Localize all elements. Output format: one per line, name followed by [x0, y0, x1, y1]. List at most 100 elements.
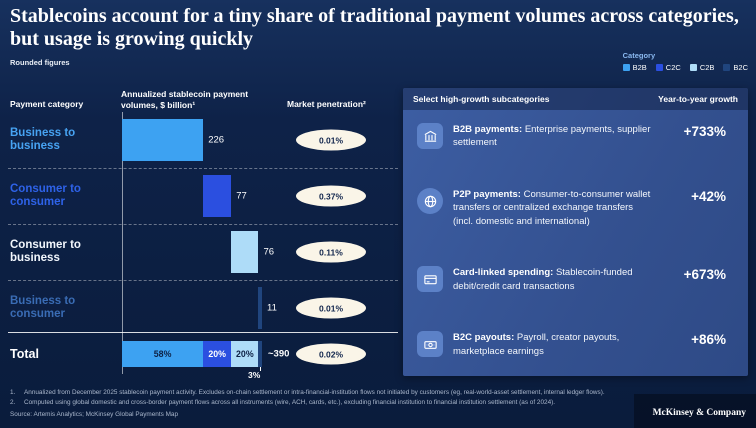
- rounded-figures-note: Rounded figures: [10, 58, 70, 67]
- total-segment-c2c: 20%: [203, 341, 232, 367]
- segment-callout-label: 3%: [248, 370, 261, 380]
- legend-label-c2b: C2B: [699, 63, 715, 72]
- panel-item-text: B2C payouts: Payroll, creator payouts, m…: [453, 331, 662, 358]
- table-row: Business to business 226 0.01%: [0, 112, 400, 168]
- panel-item-desc: Enterprise payments, supplier settlement: [453, 124, 651, 149]
- panel-header-right: Year-to-year growth: [658, 94, 738, 104]
- growth-value: +733%: [683, 124, 726, 139]
- panel-item-lead: B2C payouts:: [453, 332, 515, 344]
- legend-title: Category: [622, 51, 656, 60]
- legend-item-c2c: C2C: [655, 63, 681, 72]
- penetration-badge: 0.11%: [296, 241, 366, 263]
- panel-item-lead: Card-linked spending:: [453, 267, 554, 279]
- segment-callout-tick: [260, 367, 261, 371]
- panel-item-lead: B2B payments:: [453, 124, 523, 135]
- table-row: Consumer to business 76 0.11%: [0, 224, 400, 280]
- bar-value: 77: [236, 190, 247, 202]
- table-row: Business to consumer 11 0.01%: [0, 280, 400, 336]
- penetration-value: 0.37%: [318, 191, 344, 201]
- panel-item-b2c-payouts: B2C payouts: Payroll, creator payouts, m…: [417, 331, 740, 358]
- total-value: ~390: [268, 348, 290, 360]
- row-category-label: Business to business: [10, 126, 76, 152]
- legend-swatch-c2c: [655, 64, 663, 71]
- bar-b2c: [257, 287, 262, 329]
- column-header-volumes: Annualized stablecoin payment volumes, $…: [121, 89, 249, 110]
- panel-item-desc: Consumer-to-consumer wallet transfers or…: [453, 189, 651, 227]
- column-header-payment-category: Payment category: [10, 99, 84, 109]
- bar-value: 11: [267, 302, 277, 314]
- column-header-market-penetration: Market penetration²: [287, 99, 366, 109]
- bar-value: 76: [263, 246, 275, 258]
- total-segment-c2b: 20%: [231, 341, 259, 367]
- high-growth-panel: Select high-growth subcategories Year-to…: [403, 88, 748, 376]
- legend-label-c2c: C2C: [665, 63, 681, 72]
- panel-items: B2B payments: Enterprise payments, suppl…: [403, 110, 748, 373]
- bar-track: 226: [122, 112, 262, 168]
- footnote-text: Computed using global domestic and cross…: [24, 398, 556, 406]
- panel-item-lead: P2P payments:: [453, 189, 521, 201]
- bank-icon: [417, 123, 443, 149]
- chart-axis-line: [122, 112, 123, 374]
- total-segment-b2c: [258, 341, 262, 367]
- globe-icon: [417, 188, 443, 215]
- footnotes: 1. Annualized from December 2025 stablec…: [10, 388, 630, 420]
- panel-item-text: B2B payments: Enterprise payments, suppl…: [453, 123, 662, 150]
- bar-c2c: [203, 175, 232, 217]
- panel-item-b2b-payments: B2B payments: Enterprise payments, suppl…: [417, 123, 740, 150]
- total-row: Total 58% 20% 20% 3% ~390 0.02%: [0, 334, 400, 380]
- penetration-badge: 0.01%: [296, 129, 366, 151]
- penetration-badge: 0.37%: [296, 185, 366, 207]
- row-separator: [8, 280, 398, 281]
- panel-item-card-linked-spending: Card-linked spending: Stablecoin-funded …: [417, 266, 740, 293]
- footnote-text: Annualized from December 2025 stablecoin…: [24, 389, 605, 396]
- bar-value: 226: [208, 134, 225, 146]
- panel-item-desc: Payroll, creator payouts, marketplace ea…: [453, 332, 620, 357]
- growth-value: +42%: [691, 189, 726, 205]
- legend-item-c2b: C2B: [689, 63, 715, 72]
- bar-b2b: [122, 119, 204, 161]
- total-stacked-bar: 58% 20% 20%: [122, 341, 262, 367]
- growth-value: +673%: [683, 267, 726, 283]
- footnote-2: 2. Computed using global domestic and cr…: [10, 398, 630, 408]
- penetration-value: 0.01%: [318, 135, 344, 145]
- mckinsey-logo: McKinsey & Company: [652, 408, 746, 418]
- segment-label: 20%: [208, 349, 226, 359]
- legend-item-b2b: B2B: [622, 63, 647, 72]
- segment-label: 58%: [153, 349, 172, 359]
- legend-swatch-c2b: [689, 64, 697, 71]
- bar-track: 77: [122, 168, 262, 224]
- page-title: Stablecoins account for a tiny share of …: [10, 5, 739, 50]
- panel-header-left: Select high-growth subcategories: [413, 94, 550, 104]
- table-row: Consumer to consumer 77 0.37%: [0, 168, 400, 224]
- row-category-label: Consumer to consumer: [10, 182, 81, 208]
- row-separator: [8, 168, 398, 169]
- bar-c2b: [231, 231, 259, 273]
- panel-item-text: P2P payments: Consumer-to-consumer walle…: [453, 188, 662, 228]
- segment-label: 20%: [236, 349, 254, 359]
- total-label: Total: [10, 346, 39, 361]
- penetration-badge: 0.01%: [296, 297, 366, 319]
- row-category-label: Business to consumer: [10, 294, 76, 320]
- footnote-1: 1. Annualized from December 2025 stablec…: [10, 388, 630, 398]
- growth-value: +86%: [691, 332, 726, 348]
- footnote-number: 2.: [10, 398, 16, 406]
- legend-swatch-b2c: [723, 64, 731, 71]
- payout-icon: [417, 331, 443, 358]
- legend-item-b2c: B2C: [723, 63, 748, 72]
- panel-item-p2p-payments: P2P payments: Consumer-to-consumer walle…: [417, 188, 740, 228]
- penetration-value: 0.02%: [318, 349, 344, 359]
- total-segment-b2b: 58%: [122, 341, 204, 367]
- source-line: Source: Artemis Analytics; McKinsey Glob…: [10, 410, 178, 418]
- bar-track: 11: [122, 280, 277, 336]
- legend-label-b2b: B2B: [632, 63, 647, 72]
- total-separator: [8, 332, 398, 333]
- penetration-value: 0.01%: [318, 303, 344, 313]
- penetration-value: 0.11%: [319, 247, 343, 257]
- penetration-badge: 0.02%: [296, 343, 366, 365]
- footnote-number: 1.: [10, 389, 16, 396]
- credit-card-icon: [417, 266, 443, 293]
- legend-items: B2B C2C C2B B2C: [622, 63, 748, 72]
- legend-label-b2c: B2C: [733, 63, 748, 72]
- row-separator: [8, 224, 398, 225]
